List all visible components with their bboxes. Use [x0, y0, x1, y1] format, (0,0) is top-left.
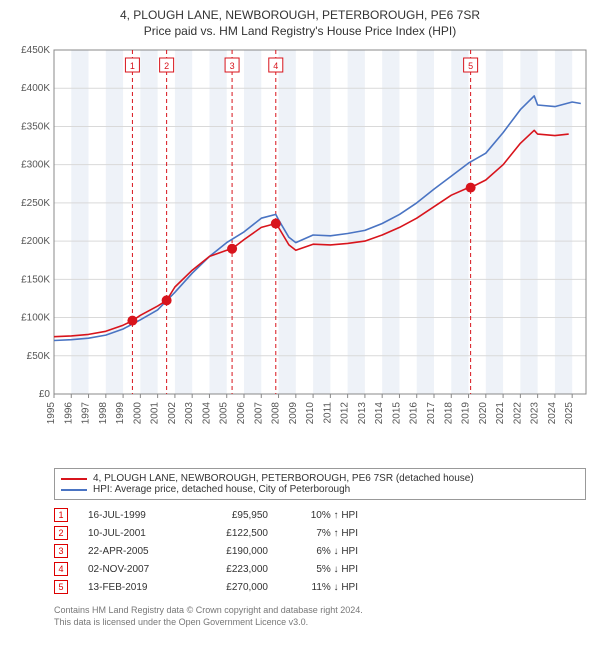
sale-date: 22-APR-2005 [88, 546, 178, 557]
svg-text:1999: 1999 [115, 402, 126, 425]
svg-text:£0: £0 [39, 389, 51, 400]
svg-text:2025: 2025 [564, 402, 575, 425]
svg-text:£150K: £150K [21, 274, 50, 285]
sale-index-box: 1 [54, 508, 68, 522]
sale-price: £122,500 [198, 528, 268, 539]
svg-text:3: 3 [230, 61, 235, 71]
svg-text:2018: 2018 [443, 402, 454, 425]
svg-text:1: 1 [130, 61, 135, 71]
sale-diff: 6% ↓ HPI [288, 546, 358, 557]
sale-price: £223,000 [198, 564, 268, 575]
svg-text:2005: 2005 [219, 402, 230, 425]
svg-text:2004: 2004 [201, 402, 212, 425]
svg-text:£200K: £200K [21, 236, 50, 247]
svg-text:2007: 2007 [253, 402, 264, 425]
svg-text:2008: 2008 [271, 402, 282, 425]
sale-diff: 11% ↓ HPI [288, 582, 358, 593]
svg-text:2: 2 [164, 61, 169, 71]
svg-text:1998: 1998 [98, 402, 109, 425]
svg-text:1996: 1996 [63, 402, 74, 425]
svg-text:1995: 1995 [46, 402, 57, 425]
legend-row-1: 4, PLOUGH LANE, NEWBOROUGH, PETERBOROUGH… [61, 473, 579, 484]
svg-text:1997: 1997 [81, 402, 92, 425]
svg-text:2024: 2024 [547, 402, 558, 425]
svg-text:2013: 2013 [357, 402, 368, 425]
svg-text:2000: 2000 [132, 402, 143, 425]
svg-text:2012: 2012 [340, 402, 351, 425]
svg-text:2020: 2020 [478, 402, 489, 425]
sale-index-box: 2 [54, 526, 68, 540]
svg-text:2003: 2003 [184, 402, 195, 425]
sale-diff: 7% ↑ HPI [288, 528, 358, 539]
svg-text:2011: 2011 [322, 402, 333, 424]
legend-swatch-1 [61, 478, 87, 480]
footer-line-1: Contains HM Land Registry data © Crown c… [54, 604, 586, 616]
svg-text:2021: 2021 [495, 402, 506, 425]
svg-text:2022: 2022 [512, 402, 523, 425]
chart-svg: £0 £50K £100K £150K £200K £250K £300K £350K £400… [10, 44, 590, 464]
legend: 4, PLOUGH LANE, NEWBOROUGH, PETERBOROUGH… [54, 468, 586, 500]
svg-text:£450K: £450K [21, 45, 50, 56]
svg-text:4: 4 [273, 61, 278, 71]
svg-text:£250K: £250K [21, 198, 50, 209]
legend-label-2: HPI: Average price, detached house, City… [93, 484, 350, 495]
svg-text:£400K: £400K [21, 83, 50, 94]
sale-diff: 10% ↑ HPI [288, 510, 358, 521]
svg-text:£350K: £350K [21, 121, 50, 132]
sale-diff: 5% ↓ HPI [288, 564, 358, 575]
sale-row: 4 02-NOV-2007 £223,000 5% ↓ HPI [54, 560, 586, 578]
sale-date: 10-JUL-2001 [88, 528, 178, 539]
sale-row: 5 13-FEB-2019 £270,000 11% ↓ HPI [54, 578, 586, 596]
svg-text:£100K: £100K [21, 313, 50, 324]
sale-date: 02-NOV-2007 [88, 564, 178, 575]
sale-index-box: 3 [54, 544, 68, 558]
page-title-line2: Price paid vs. HM Land Registry's House … [10, 24, 590, 38]
svg-text:2019: 2019 [461, 402, 472, 425]
footer-line-2: This data is licensed under the Open Gov… [54, 616, 586, 628]
svg-text:2016: 2016 [409, 402, 420, 425]
sale-date: 16-JUL-1999 [88, 510, 178, 521]
sale-index-box: 4 [54, 562, 68, 576]
svg-text:2015: 2015 [391, 402, 402, 425]
sale-index-box: 5 [54, 580, 68, 594]
legend-row-2: HPI: Average price, detached house, City… [61, 484, 579, 495]
svg-text:2006: 2006 [236, 402, 247, 425]
svg-text:2001: 2001 [150, 402, 161, 425]
svg-text:2002: 2002 [167, 402, 178, 425]
svg-text:5: 5 [468, 61, 473, 71]
legend-swatch-2 [61, 489, 87, 491]
svg-text:2009: 2009 [288, 402, 299, 425]
sales-table: 1 16-JUL-1999 £95,950 10% ↑ HPI 2 10-JUL-2001… [54, 506, 586, 596]
svg-text:£300K: £300K [21, 160, 50, 171]
svg-text:2010: 2010 [305, 402, 316, 425]
sale-row: 3 22-APR-2005 £190,000 6% ↓ HPI [54, 542, 586, 560]
sale-date: 13-FEB-2019 [88, 582, 178, 593]
sale-price: £190,000 [198, 546, 268, 557]
footer: Contains HM Land Registry data © Crown c… [54, 604, 586, 628]
svg-text:2017: 2017 [426, 402, 437, 425]
sale-row: 1 16-JUL-1999 £95,950 10% ↑ HPI [54, 506, 586, 524]
svg-text:£50K: £50K [27, 351, 51, 362]
sale-price: £95,950 [198, 510, 268, 521]
legend-label-1: 4, PLOUGH LANE, NEWBOROUGH, PETERBOROUGH… [93, 473, 474, 484]
sale-row: 2 10-JUL-2001 £122,500 7% ↑ HPI [54, 524, 586, 542]
svg-text:2023: 2023 [530, 402, 541, 425]
sale-price: £270,000 [198, 582, 268, 593]
page-title-line1: 4, PLOUGH LANE, NEWBOROUGH, PETERBOROUGH… [10, 8, 590, 22]
svg-text:2014: 2014 [374, 402, 385, 425]
price-chart: £0 £50K £100K £150K £200K £250K £300K £350K £400… [10, 44, 590, 464]
